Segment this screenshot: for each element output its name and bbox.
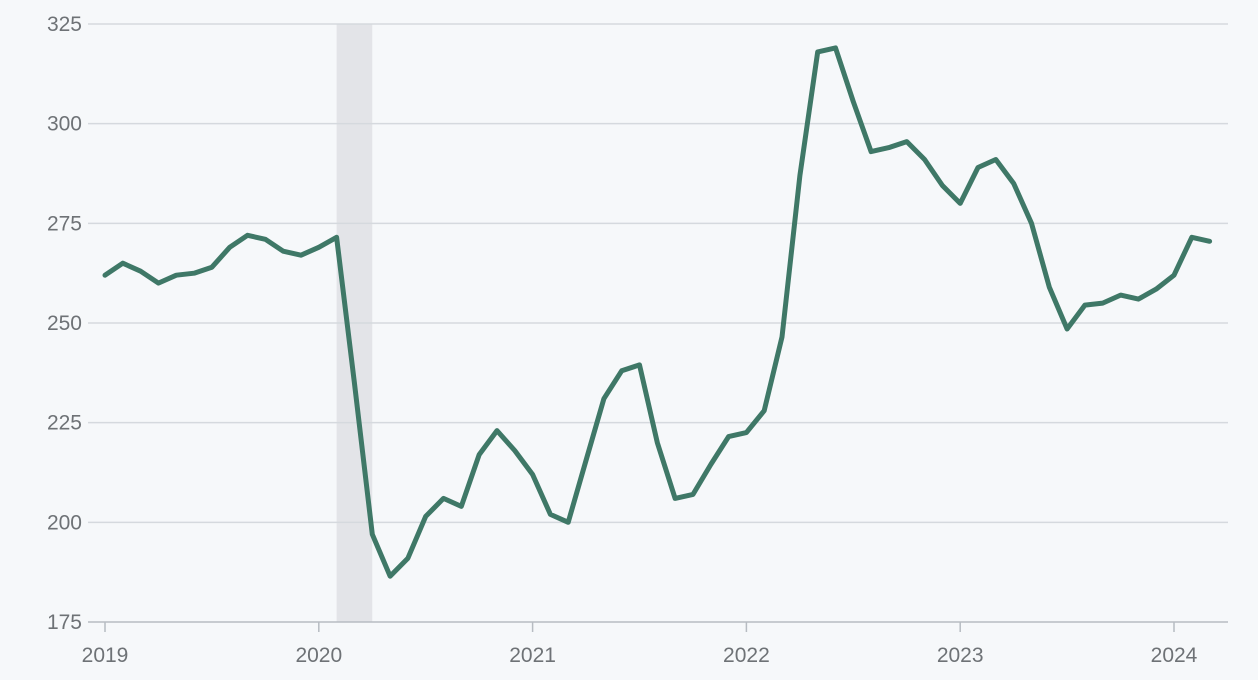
y-tick-label: 225: [47, 412, 82, 435]
y-tick-label: 275: [47, 212, 82, 235]
x-tick-label: 2019: [82, 644, 129, 667]
y-tick-label: 300: [47, 113, 82, 136]
y-tick-label: 175: [47, 611, 82, 634]
series-line: [102, 45, 1213, 579]
x-axis-ticks: 2019 2020 2021 2022 2023 2024: [82, 622, 1198, 667]
x-tick-label: 2023: [937, 644, 984, 667]
series-layer: [102, 45, 1213, 579]
x-tick-label: 2024: [1151, 644, 1198, 667]
x-tick-label: 2021: [509, 644, 556, 667]
y-tick-label: 250: [47, 312, 82, 335]
y-tick-label: 325: [47, 13, 82, 36]
gridlines: [88, 23, 1228, 623]
x-tick-label: 2022: [723, 644, 770, 667]
x-tick-label: 2020: [295, 644, 342, 667]
y-tick-label: 200: [47, 511, 82, 534]
y-axis-ticks: 175 200 225 250 275 300 325: [47, 13, 82, 634]
